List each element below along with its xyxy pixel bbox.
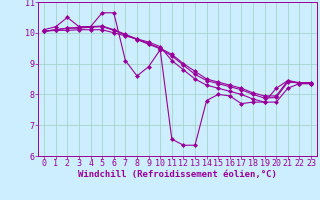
X-axis label: Windchill (Refroidissement éolien,°C): Windchill (Refroidissement éolien,°C) bbox=[78, 170, 277, 179]
